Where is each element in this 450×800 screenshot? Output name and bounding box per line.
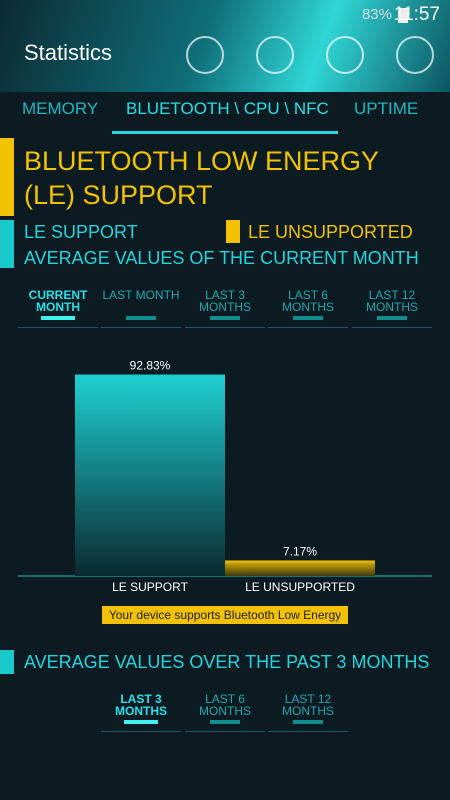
accent-bar <box>0 138 14 216</box>
period-tab[interactable]: LAST MONTH <box>102 288 180 302</box>
tab-underline <box>185 731 265 732</box>
header-banner <box>0 0 450 92</box>
period-tab[interactable]: LAST 6 MONTHS <box>199 692 251 718</box>
accent-bar <box>0 220 14 268</box>
app-title: Statistics <box>24 40 113 65</box>
tab-underline <box>18 327 98 328</box>
legend-swatch <box>226 220 240 243</box>
bar <box>225 560 375 576</box>
status-note: Your device supports Bluetooth Low Energ… <box>102 606 348 624</box>
period-indicator <box>293 720 323 724</box>
category-label: LE SUPPORT <box>112 580 188 594</box>
tab-underline <box>352 327 432 328</box>
tab[interactable]: MEMORY <box>22 99 99 118</box>
period-tab[interactable]: LAST 3 MONTHS <box>199 288 251 314</box>
battery: 83% <box>361 6 392 23</box>
period-tab[interactable]: CURRENT MONTH <box>28 288 88 314</box>
category-label: LE UNSUPPORTED <box>245 580 355 594</box>
tools-button[interactable] <box>186 36 224 74</box>
value-label: 7.17% <box>283 544 317 558</box>
tab-indicator <box>112 131 338 134</box>
period-indicator <box>126 316 156 320</box>
tab[interactable]: UPTIME <box>354 99 419 118</box>
tab[interactable]: BLUETOOTH \ CPU \ NFC <box>126 99 329 118</box>
bar <box>75 374 225 576</box>
pro-button[interactable] <box>396 36 434 74</box>
report-button[interactable] <box>326 36 364 74</box>
info-button[interactable] <box>256 36 294 74</box>
period-tab[interactable]: LAST 3 MONTHS <box>115 692 167 718</box>
tab-underline <box>268 327 348 328</box>
period-indicator <box>377 316 407 320</box>
value-label: 92.83% <box>130 359 171 373</box>
period-tab[interactable]: LAST 12 MONTHS <box>366 288 418 314</box>
period-indicator <box>41 316 75 320</box>
section-title: BLUETOOTH LOW ENERGY (LE) SUPPORT <box>24 146 379 210</box>
legend-label: LE UNSUPPORTED <box>248 222 413 242</box>
section-subtitle: AVERAGE VALUES OF THE CURRENT MONTH <box>24 248 419 268</box>
period-indicator <box>293 316 323 320</box>
period-indicator <box>124 720 158 724</box>
legend-label: LE SUPPORT <box>24 222 138 242</box>
battery-icon <box>398 8 408 23</box>
accent-bar <box>0 650 14 674</box>
tab-underline <box>268 731 348 732</box>
tab-underline <box>101 327 181 328</box>
period-indicator <box>210 720 240 724</box>
period-tab[interactable]: LAST 12 MONTHS <box>282 692 334 718</box>
clock: 11:57 <box>393 4 440 25</box>
period-tab[interactable]: LAST 6 MONTHS <box>282 288 334 314</box>
period-indicator <box>210 316 240 320</box>
chart: 92.83% LE SUPPORT 7.17% LE UNSUPPORTED <box>18 359 432 594</box>
section-title: AVERAGE VALUES OVER THE PAST 3 MONTHS <box>24 652 430 672</box>
tab-underline <box>185 327 265 328</box>
tab-underline <box>101 731 181 732</box>
